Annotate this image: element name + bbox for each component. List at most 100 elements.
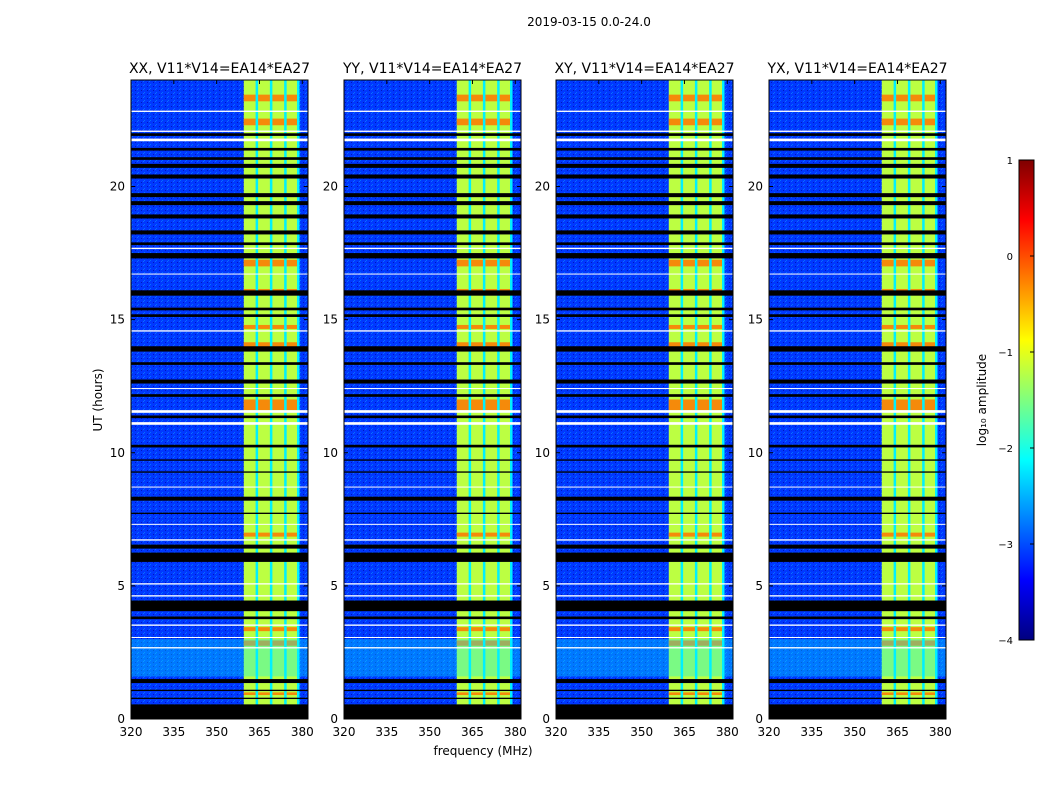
x-tick-label: 335 (162, 725, 185, 739)
missing-row (344, 388, 521, 390)
flagged-row (769, 290, 946, 296)
flagged-row (769, 379, 946, 384)
y-axis-label: UT (hours) (91, 368, 105, 431)
y-tick-label: 15 (748, 313, 763, 327)
flagged-row (769, 314, 946, 317)
flagged-row (344, 544, 521, 549)
flagged-row (556, 230, 733, 235)
x-tick-label: 320 (545, 725, 568, 739)
flagged-row (344, 512, 521, 514)
band-divider (680, 80, 684, 719)
flagged-row (769, 496, 946, 501)
missing-row (131, 636, 308, 638)
flagged-row (556, 459, 733, 461)
flagged-row (769, 253, 946, 259)
flagged-row (556, 679, 733, 684)
missing-row (131, 624, 308, 626)
flagged-row (556, 394, 733, 397)
panel-frame (555, 79, 734, 720)
flagged-row (556, 697, 733, 700)
missing-row (556, 539, 733, 541)
y-tick-label: 20 (323, 180, 338, 194)
y-tick-label: 0 (755, 712, 763, 726)
band-divider (482, 80, 486, 719)
flagged-row (769, 697, 946, 700)
flagged-row (556, 379, 733, 384)
flagged-row (769, 415, 946, 419)
band-divider (284, 80, 287, 719)
band-divider (893, 80, 897, 719)
missing-row (556, 486, 733, 488)
band-divider (297, 80, 300, 719)
flagged-row (556, 307, 733, 311)
flagged-row (131, 230, 308, 235)
flagged-row (556, 544, 733, 549)
missing-row (769, 130, 946, 132)
missing-row (769, 647, 946, 649)
flagged-row (769, 444, 946, 448)
y-tick-label: 10 (535, 446, 550, 460)
missing-row (769, 636, 946, 638)
band-divider (935, 80, 938, 719)
flagged-row (769, 689, 946, 692)
x-tick-label: 335 (375, 725, 398, 739)
y-tick-label: 5 (117, 579, 125, 593)
missing-row (344, 624, 521, 626)
band-divider (722, 80, 725, 719)
missing-row (344, 636, 521, 638)
missing-row (344, 273, 521, 275)
flagged-row (344, 201, 521, 206)
y-tick-label: 10 (323, 446, 338, 460)
missing-row (769, 388, 946, 390)
flagged-row (344, 697, 521, 700)
flagged-row (344, 459, 521, 461)
flagged-row (769, 201, 946, 206)
x-tick-label: 365 (248, 725, 271, 739)
x-tick-label: 365 (673, 725, 696, 739)
flagged-row (131, 415, 308, 419)
missing-row (769, 138, 946, 142)
band-divider (269, 80, 273, 719)
missing-row (769, 247, 946, 250)
panel-image (344, 80, 521, 719)
flagged-row (556, 552, 733, 562)
x-tick-label: 350 (418, 725, 441, 739)
band-divider (709, 80, 712, 719)
y-tick-label: 5 (542, 579, 550, 593)
x-tick-label: 320 (333, 725, 356, 739)
flagged-row (131, 147, 308, 151)
missing-row (769, 410, 946, 413)
missing-row (556, 273, 733, 275)
elevated-region (769, 639, 946, 677)
panel-image (769, 80, 946, 719)
panel-yy: YY, V11*V14=EA14*EA27 320 335 350 365 380 0 5 10… (323, 61, 527, 739)
colorbar-tick-label: −4 (998, 636, 1013, 647)
band-divider (907, 80, 911, 719)
missing-row (131, 330, 308, 332)
flagged-row (131, 314, 308, 317)
missing-row (556, 330, 733, 332)
missing-row (556, 410, 733, 413)
flagged-row (344, 214, 521, 219)
missing-row (556, 138, 733, 142)
flagged-row (769, 679, 946, 684)
flagged-row (556, 471, 733, 473)
flagged-row (769, 544, 946, 549)
flagged-row (769, 214, 946, 219)
flagged-row (769, 552, 946, 562)
colorbar-tick-label: −3 (998, 540, 1013, 551)
flagged-row (131, 290, 308, 296)
missing-row (556, 110, 733, 112)
flagged-row (131, 679, 308, 684)
missing-row (131, 273, 308, 275)
flagged-row (344, 496, 521, 501)
missing-row (769, 523, 946, 525)
missing-row (131, 422, 308, 425)
missing-row (344, 130, 521, 132)
colorbar-tick-label: −2 (998, 444, 1013, 455)
elevated-region (131, 639, 308, 677)
y-tick-label: 20 (748, 180, 763, 194)
colorbar-tick-label: −1 (998, 348, 1013, 359)
flagged-row (556, 242, 733, 246)
flagged-row (131, 242, 308, 246)
